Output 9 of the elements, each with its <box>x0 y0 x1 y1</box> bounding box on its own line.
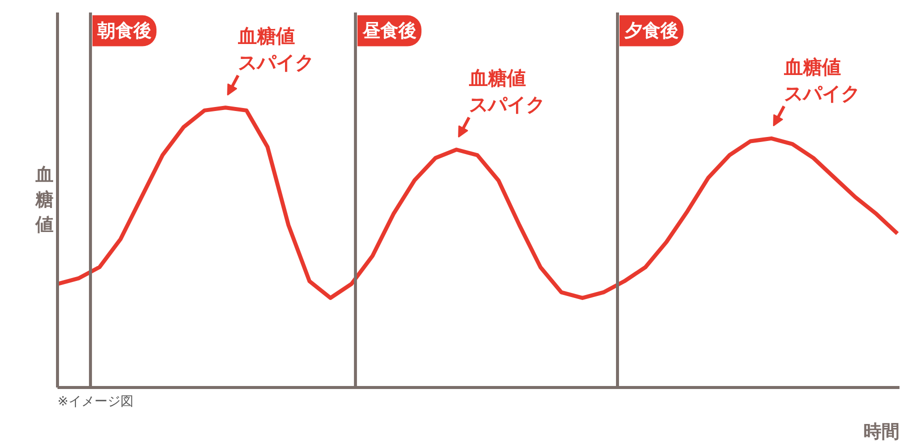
x-axis-title: 時間 <box>864 422 900 442</box>
y-axis-title: 血糖値 <box>34 164 54 236</box>
annotation: 血糖値スパイク <box>468 68 546 116</box>
text: 昼食後 <box>361 20 416 42</box>
text: ※イメージ図 <box>58 394 134 410</box>
text: 夕食後 <box>624 20 679 42</box>
text: 血糖値スパイク <box>237 26 314 74</box>
text: 血糖値スパイク <box>783 56 860 105</box>
text: 朝食後 <box>96 20 152 42</box>
